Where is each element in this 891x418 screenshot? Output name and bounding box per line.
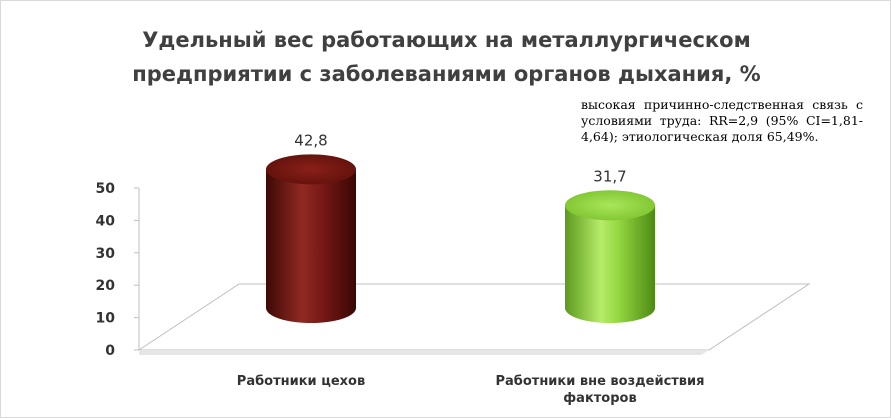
bar-body	[266, 169, 356, 323]
category-label: Работники цехов	[237, 374, 365, 389]
y-tick-label: 30	[96, 246, 116, 262]
bars	[266, 154, 655, 323]
y-tick-label: 20	[96, 278, 116, 294]
bar-body	[565, 205, 655, 323]
data-label: 42,8	[294, 131, 327, 149]
y-tick-label: 50	[96, 181, 116, 197]
y-tick-labels: 0 10 20 30 40 50	[96, 181, 116, 359]
bar-top	[565, 190, 655, 221]
annotation-text: высокая причинно-следственная связь с ус…	[581, 97, 863, 144]
y-tick-label: 0	[105, 343, 115, 359]
y-tick-label: 40	[96, 213, 116, 229]
chart-title: Удельный вес работающих на металлургичес…	[1, 23, 890, 91]
data-label: 31,7	[593, 167, 626, 185]
floor-edge	[139, 350, 709, 355]
chart-title-line-2: предприятии с заболеваниями органов дыха…	[132, 62, 761, 86]
chart-title-line-1: Удельный вес работающих на металлургичес…	[142, 28, 751, 52]
floor-plane	[137, 283, 811, 351]
data-labels: 42,8 31,7	[294, 131, 626, 185]
axes	[134, 187, 811, 355]
category-labels: Работники цехов Работники вне воздействия…	[237, 374, 705, 406]
bar-top	[266, 154, 356, 185]
y-tick-label: 10	[96, 311, 116, 327]
category-label: факторов	[563, 391, 636, 406]
category-label: Работники вне воздействия	[495, 374, 704, 389]
